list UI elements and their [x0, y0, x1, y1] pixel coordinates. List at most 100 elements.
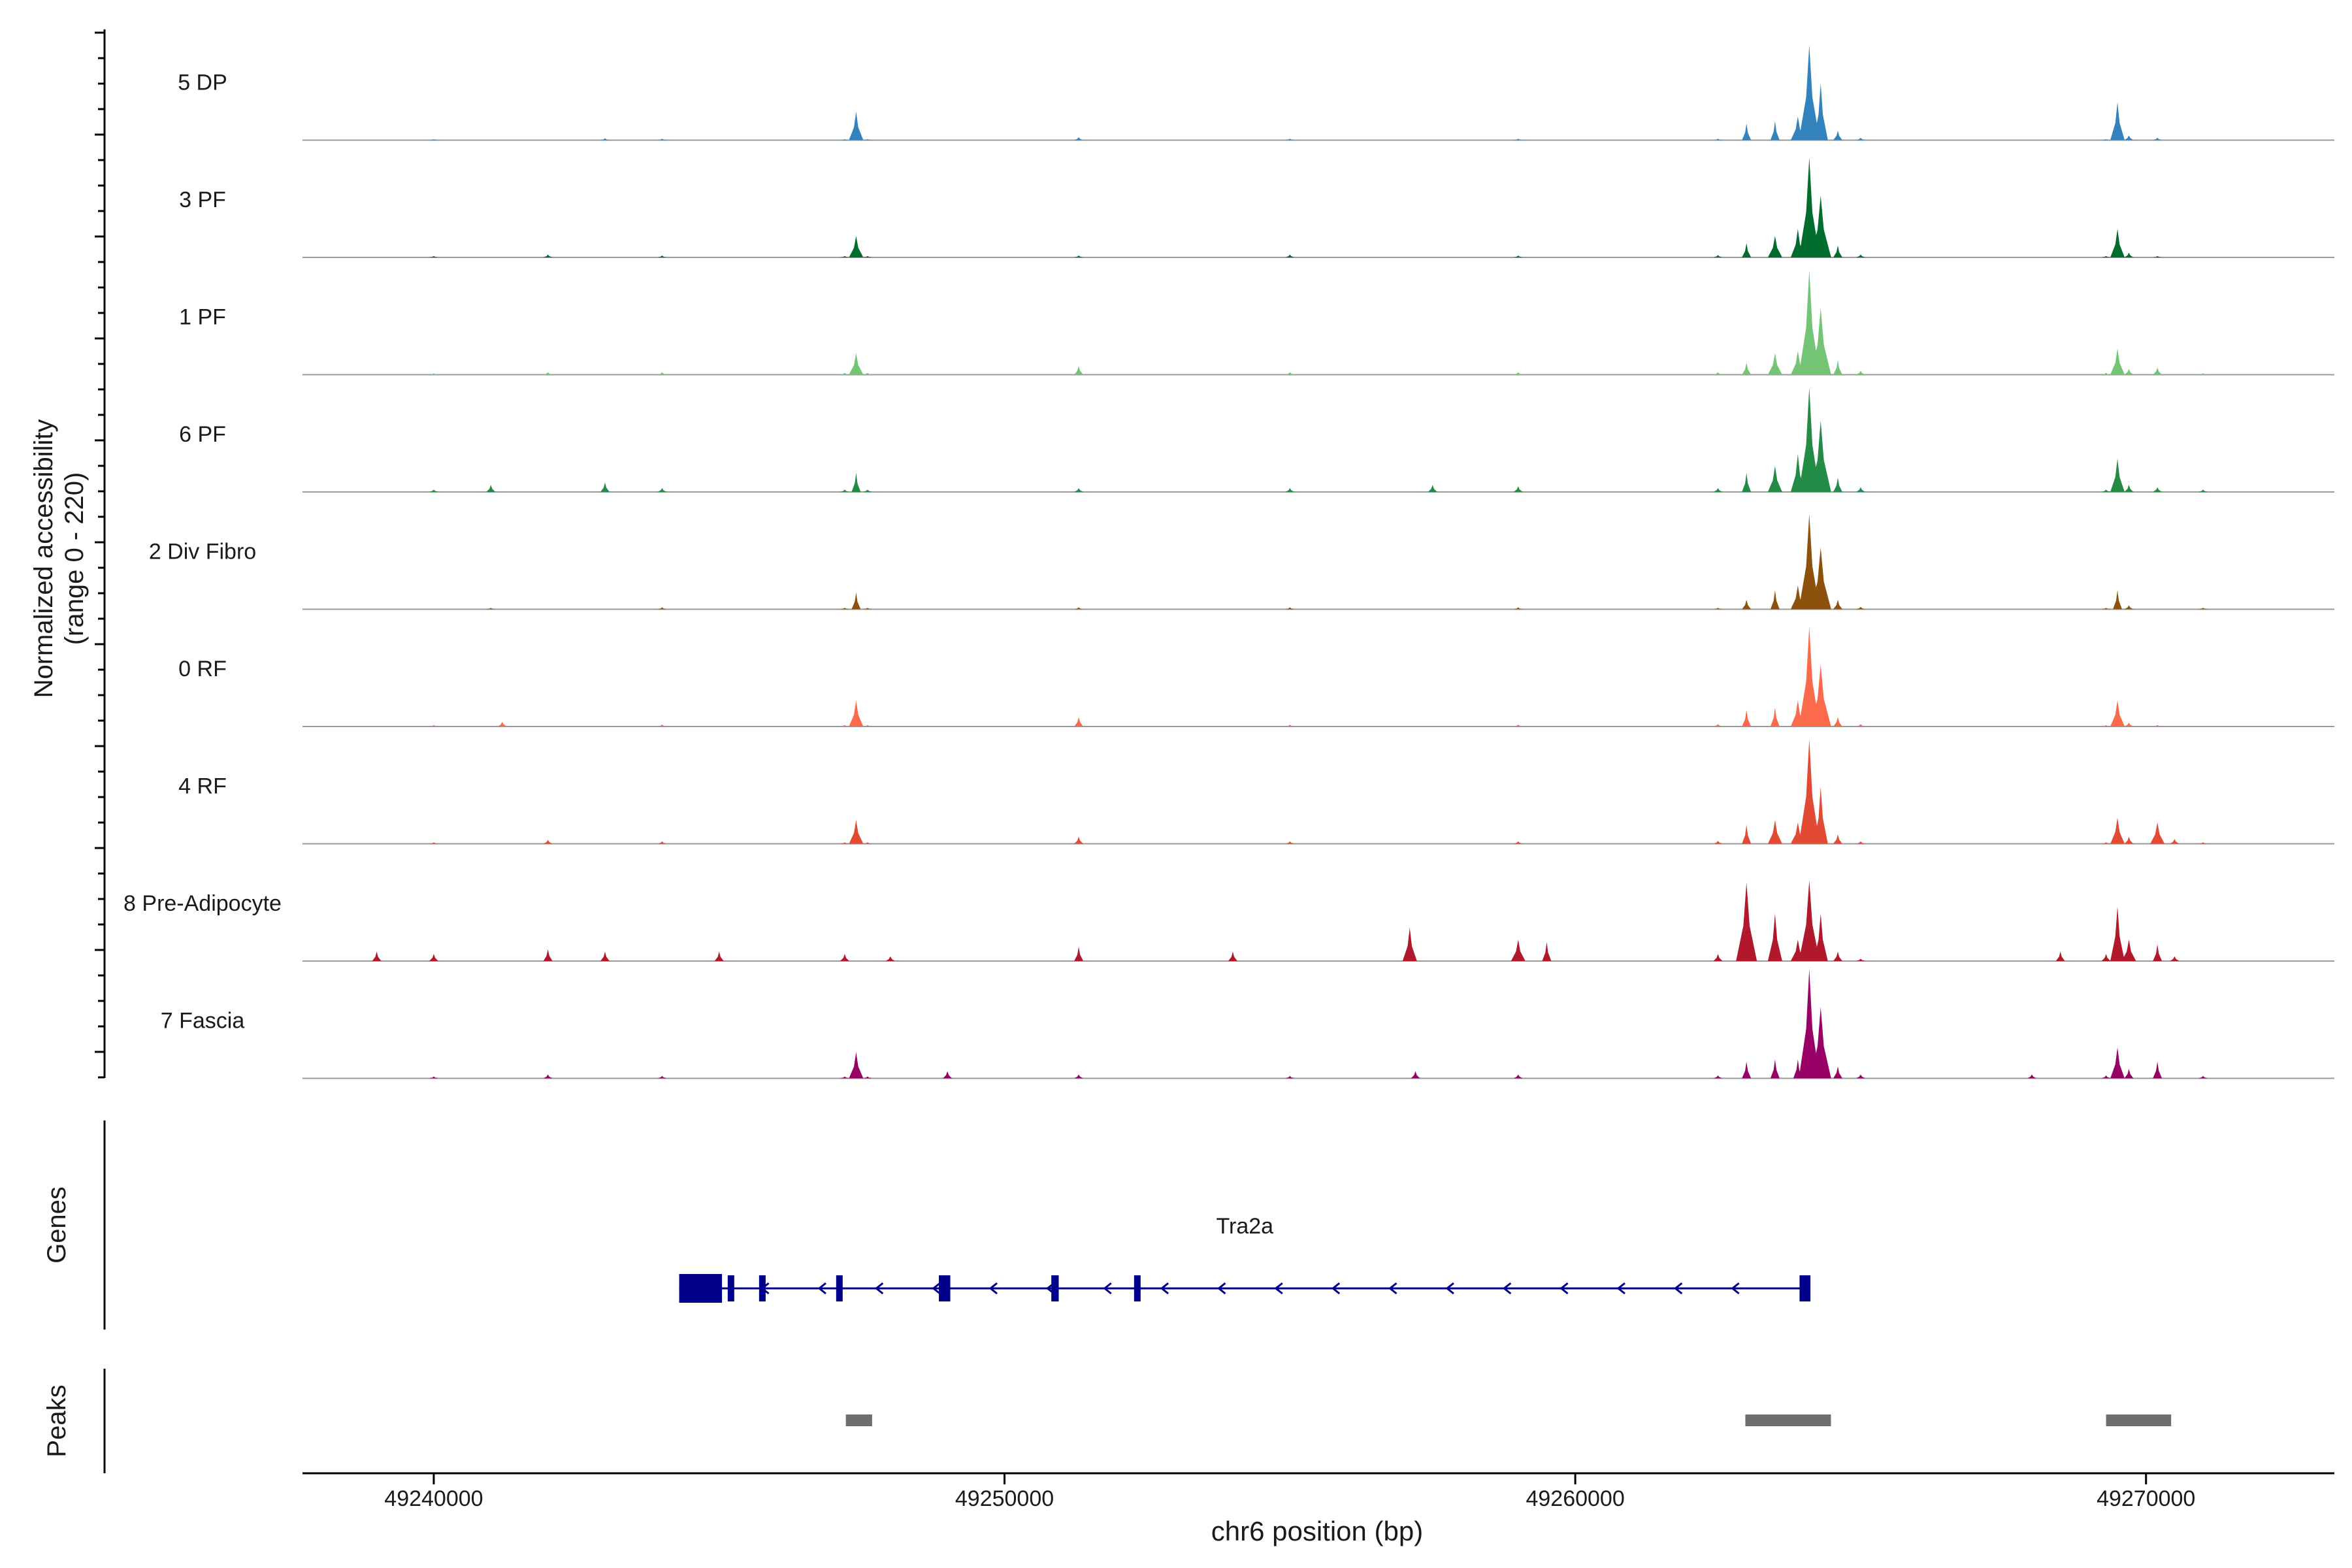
coverage-peak-0-rf	[1833, 717, 1842, 727]
coverage-peak-4-rf	[657, 841, 667, 844]
exon-tra2a	[1134, 1275, 1141, 1301]
coverage-peak-1-pf	[2124, 368, 2134, 375]
strand-arrow-tra2a	[1673, 1282, 1683, 1295]
x-tick-label: 49260000	[1526, 1486, 1624, 1511]
coverage-peak-0-rf	[2153, 725, 2163, 727]
coverage-peak-1-pf	[1855, 370, 1865, 375]
coverage-peak-7-fascia	[1810, 1007, 1831, 1079]
track-label-2-div-fibro: 2 Div Fibro	[149, 540, 256, 564]
coverage-peak-1-pf	[1767, 353, 1782, 375]
coverage-peak-3-pf	[1074, 255, 1084, 257]
coverage-peak-0-rf	[1074, 717, 1084, 727]
exon-tra2a	[836, 1275, 843, 1301]
coverage-peak-4-rf	[2124, 836, 2134, 844]
coverage-peak-7-fascia	[2110, 1047, 2125, 1079]
coverage-peak-6-pf	[1855, 487, 1865, 492]
coverage-peak-8-pre-adipocyte	[1402, 928, 1417, 961]
coverage-peak-2-div-fibro	[1770, 590, 1780, 610]
coverage-peak-8-pre-adipocyte	[1713, 954, 1723, 961]
coverage-peak-2-div-fibro	[1513, 607, 1523, 610]
coverage-peak-6-pf	[1713, 488, 1723, 492]
coverage-peak-3-pf	[2124, 252, 2134, 257]
track-label-3-pf: 3 PF	[179, 188, 226, 212]
coverage-peak-5-dp	[600, 138, 610, 140]
coverage-peak-6-pf	[486, 485, 496, 492]
strand-arrow-tra2a	[1274, 1282, 1283, 1295]
coverage-peak-4-rf	[1799, 739, 1820, 844]
strand-arrow-tra2a	[1445, 1282, 1454, 1295]
coverage-peak-8-pre-adipocyte	[600, 951, 610, 961]
coverage-peak-6-pf	[1428, 485, 1437, 492]
coverage-peak-0-rf	[1810, 664, 1831, 727]
x-axis-ticks: 49240000 49250000 49260000 49270000	[384, 1473, 2195, 1511]
gene-label-tra2a: Tra2a	[1217, 1214, 1274, 1239]
coverage-peak-5-dp	[2101, 139, 2111, 140]
coverage-peak-8-pre-adipocyte	[372, 951, 382, 961]
coverage-peak-8-pre-adipocyte	[429, 954, 438, 961]
coverage-peak-2-div-fibro	[2124, 605, 2134, 610]
peak-region	[845, 1414, 872, 1426]
strand-arrow-tra2a	[1616, 1282, 1625, 1295]
coverage-peak-5-dp	[1813, 83, 1828, 140]
track-label-4-rf: 4 RF	[178, 774, 227, 799]
coverage-peak-8-pre-adipocyte	[1833, 951, 1842, 961]
coverage-peak-2-div-fibro	[1285, 607, 1295, 610]
coverage-peak-7-fascia	[1713, 1075, 1723, 1079]
coverage-peak-1-pf	[1742, 363, 1752, 375]
track-label-1-pf: 1 PF	[179, 305, 226, 330]
strand-arrow-tra2a	[1331, 1282, 1341, 1295]
coverage-peak-4-rf	[1285, 841, 1295, 844]
coverage-peak-8-pre-adipocyte	[543, 949, 553, 961]
coverage-peak-0-rf	[2101, 725, 2111, 727]
coverage-peak-0-rf	[2110, 700, 2125, 727]
coverage-peak-7-fascia	[1770, 1059, 1780, 1079]
coverage-peak-3-pf	[849, 236, 864, 257]
strand-arrow-tra2a	[1217, 1282, 1226, 1295]
coverage-peak-3-pf	[1513, 255, 1523, 257]
strand-arrow-tra2a	[988, 1282, 998, 1295]
coverage-peak-8-pre-adipocyte	[2055, 951, 2065, 961]
coverage-peak-2-div-fibro	[1713, 608, 1723, 610]
coverage-peak-3-pf	[1713, 255, 1723, 257]
coverage-peak-7-fascia	[943, 1071, 953, 1079]
exon-tra2a	[939, 1275, 951, 1301]
coverage-peak-0-rf	[1770, 707, 1780, 727]
exon-tra2a	[679, 1274, 723, 1303]
coverage-peak-7-fascia	[1742, 1062, 1752, 1079]
coverage-peak-6-pf	[2110, 459, 2125, 492]
coverage-peak-0-rf	[849, 700, 864, 727]
strand-arrow-tra2a	[1103, 1282, 1112, 1295]
coverage-peak-8-pre-adipocyte	[2101, 954, 2111, 961]
coverage-peak-6-pf	[2124, 485, 2134, 492]
coverage-peak-5-dp	[1285, 139, 1295, 140]
coverage-peak-5-dp	[862, 139, 872, 140]
track-label-8-pre-adipocyte: 8 Pre-Adipocyte	[123, 891, 282, 916]
coverage-peak-5-dp	[1513, 139, 1523, 140]
track-label-5-dp: 5 DP	[178, 71, 227, 95]
coverage-peak-7-fascia	[1833, 1066, 1842, 1079]
coverage-peak-7-fascia	[543, 1074, 553, 1079]
coverage-peak-4-rf	[1833, 834, 1842, 844]
coverage-peak-8-pre-adipocyte	[1736, 883, 1757, 961]
coverage-peak-4-rf	[840, 842, 849, 844]
x-tick-label: 49270000	[2097, 1486, 2195, 1511]
coverage-peak-5-dp	[1074, 137, 1084, 140]
coverage-peak-7-fascia	[1285, 1075, 1295, 1079]
coverage-peak-5-dp	[1742, 123, 1752, 140]
strand-arrow-tra2a	[1560, 1282, 1569, 1295]
coverage-peak-6-pf	[862, 489, 872, 492]
strand-arrow-tra2a	[760, 1282, 770, 1295]
coverage-peak-1-pf	[1513, 372, 1523, 375]
coverage-peak-1-pf	[2198, 373, 2208, 375]
coverage-peak-7-fascia	[2027, 1074, 2036, 1079]
coverage-peak-6-pf	[2198, 489, 2208, 492]
coverage-peak-7-fascia	[429, 1076, 438, 1079]
coverage-peak-8-pre-adipocyte	[1542, 941, 1552, 961]
coverage-peak-1-pf	[1713, 372, 1723, 375]
coverage-peak-7-fascia	[2153, 1062, 2163, 1079]
coverage-peak-7-fascia	[1074, 1074, 1084, 1079]
track-label-0-rf: 0 RF	[178, 657, 227, 681]
coverage-peak-3-pf	[657, 255, 667, 257]
coverage-peak-2-div-fibro	[1855, 606, 1865, 610]
